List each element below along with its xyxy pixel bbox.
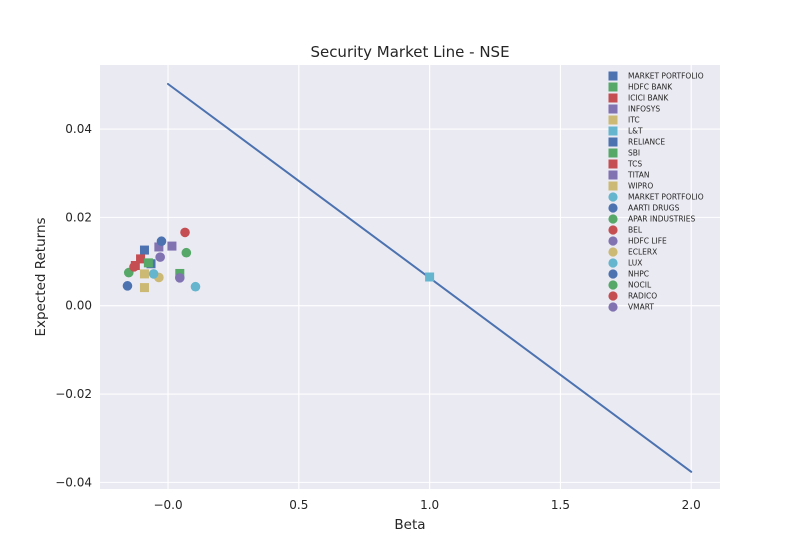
legend-label-infosys: INFOSYS (628, 105, 660, 114)
legend-label-tcs: TCS (627, 160, 642, 169)
point-itc (139, 283, 149, 293)
legend-label-market-portfolio: MARKET PORTFOLIO (628, 72, 704, 81)
legend-label-radico: RADICO (628, 292, 657, 301)
point-hdfc-life (155, 252, 165, 262)
legend-label-eclerx: ECLERX (628, 248, 657, 257)
point-l-t (425, 272, 435, 282)
point-lux (148, 269, 159, 279)
legend-label-icici-bank: ICICI BANK (628, 94, 669, 103)
point-market-portfolio (139, 245, 149, 255)
legend-marker-lux (608, 258, 618, 268)
legend-label-reliance: RELIANCE (628, 138, 665, 147)
y-tick-label: −0.02 (55, 387, 92, 401)
point-wipro (139, 269, 149, 279)
x-tick-label: 1.5 (551, 498, 570, 512)
legend-marker-hdfc-life (608, 236, 618, 246)
y-tick-labels: 0.04 0.02 0.00 −0.02 −0.04 (55, 122, 92, 489)
legend-marker-itc (608, 115, 618, 125)
y-tick-label: 0.00 (65, 299, 92, 313)
y-axis-title: Expected Returns (33, 217, 49, 336)
y-tick-label: −0.04 (55, 475, 92, 489)
legend-marker-icici-bank (608, 93, 618, 103)
point-icici-bank (136, 254, 146, 264)
legend-label-sbi: SBI (628, 149, 640, 158)
legend-marker-l-t (608, 126, 618, 136)
legend-marker-radico (608, 291, 618, 301)
legend-marker-wipro (608, 181, 618, 191)
x-axis-title: Beta (394, 517, 425, 533)
x-tick-label: −0.0 (153, 498, 182, 512)
legend: MARKET PORTFOLIO HDFC BANK ICICI BANK INFOS… (608, 71, 704, 312)
legend-marker-vmart (608, 302, 618, 312)
legend-marker-apar-industries (608, 214, 618, 224)
legend-label-wipro: WIPRO (628, 182, 653, 191)
legend-marker-eclerx (608, 247, 618, 257)
data-points (122, 227, 435, 293)
x-tick-label: 2.0 (682, 498, 701, 512)
point-nhpc (122, 281, 133, 291)
legend-label-market-portfolio: MARKET PORTFOLIO (628, 193, 704, 202)
point-apar-industries (181, 247, 192, 258)
legend-marker-market-portfolio (608, 71, 618, 81)
legend-label-lux: LUX (628, 259, 642, 268)
point-radico (129, 262, 139, 272)
legend-label-itc: ITC (628, 116, 640, 125)
point-infosys (154, 242, 164, 252)
legend-marker-infosys (608, 104, 618, 114)
legend-label-bel: BEL (628, 226, 643, 235)
point-titan (167, 241, 177, 251)
legend-marker-nhpc (608, 269, 618, 279)
legend-label-hdfc-life: HDFC LIFE (628, 237, 667, 246)
legend-marker-sbi (608, 148, 618, 158)
legend-marker-titan (608, 170, 618, 180)
x-tick-label: 1.0 (420, 498, 439, 512)
point-aarti-drugs (156, 236, 167, 247)
y-tick-label: 0.04 (65, 122, 92, 136)
legend-label-hdfc-bank: HDFC BANK (628, 83, 673, 92)
chart-title: Security Market Line - NSE (310, 43, 509, 61)
x-tick-labels: −0.0 0.5 1.0 1.5 2.0 (153, 498, 700, 512)
point-market-portfolio (190, 281, 201, 292)
point-sbi (143, 258, 153, 268)
legend-label-nocil: NOCIL (628, 281, 652, 290)
legend-marker-reliance (608, 137, 618, 147)
x-tick-label: 0.5 (289, 498, 308, 512)
legend-marker-market-portfolio (608, 192, 618, 202)
y-tick-label: 0.02 (65, 210, 92, 224)
legend-label-titan: TITAN (627, 171, 650, 180)
legend-marker-hdfc-bank (608, 82, 618, 92)
legend-marker-bel (608, 225, 618, 235)
legend-label-vmart: VMART (628, 303, 654, 312)
point-bel (180, 227, 190, 238)
plot-background (100, 65, 720, 489)
legend-marker-aarti-drugs (608, 203, 618, 213)
legend-label-nhpc: NHPC (628, 270, 649, 279)
legend-label-aarti-drugs: AARTI DRUGS (628, 204, 680, 213)
legend-marker-nocil (608, 280, 618, 290)
point-vmart (174, 273, 185, 283)
legend-label-apar-industries: APAR INDUSTRIES (628, 215, 695, 224)
legend-label-l-t: L&T (628, 127, 643, 136)
legend-marker-tcs (608, 159, 618, 169)
